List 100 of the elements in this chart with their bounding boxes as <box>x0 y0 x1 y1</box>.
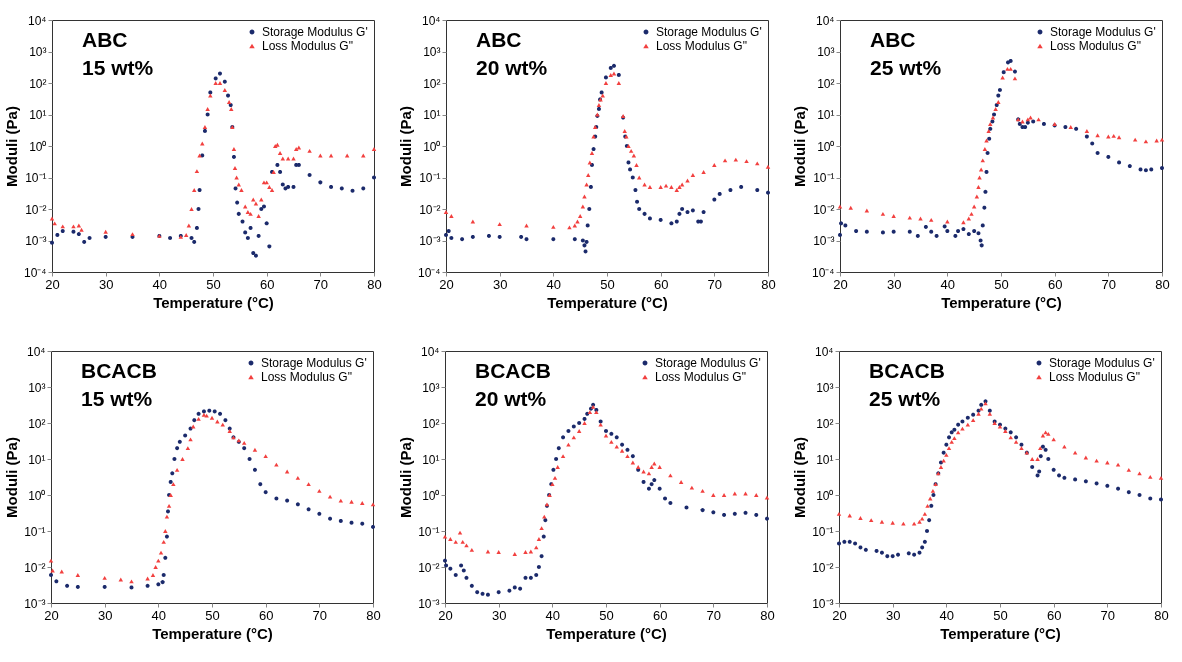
annotation: 15 wt% <box>81 387 153 410</box>
legend-label: Storage Modulus G' <box>262 25 368 39</box>
annotation: ABC <box>476 28 522 51</box>
x-tick-label: 50 <box>205 607 220 623</box>
y-tick-label: 10⁴ <box>815 13 835 28</box>
annotation: 25 wt% <box>870 56 942 79</box>
x-tick-label: 40 <box>152 276 168 292</box>
y-tick-label: 10² <box>816 416 834 431</box>
x-tick-label: 80 <box>1154 607 1169 623</box>
y-tick-label: 10³ <box>423 45 441 59</box>
y-tick-label: 10⁻¹ <box>24 524 46 539</box>
x-tick-label: 50 <box>599 607 614 623</box>
legend-label: Storage Modulus G' <box>656 25 762 39</box>
y-tick-label: 10⁻³ <box>813 234 835 248</box>
annotation: 20 wt% <box>475 387 547 410</box>
x-tick-label: 70 <box>312 607 328 623</box>
y-tick-label: 10² <box>422 416 440 431</box>
x-tick-label: 80 <box>761 276 776 292</box>
y-axis-title: Moduli (Pa) <box>3 106 20 187</box>
x-tick-label: 30 <box>885 607 901 623</box>
y-tick-label: 10⁰ <box>29 139 47 154</box>
y-tick-label: 10⁰ <box>28 488 46 503</box>
x-tick-label: 70 <box>1100 607 1116 623</box>
x-tick-label: 40 <box>545 607 561 623</box>
legend-label: Loss Modulus G" <box>261 370 352 384</box>
y-tick-label: 10⁻¹ <box>812 524 834 539</box>
annotation: 25 wt% <box>869 387 941 410</box>
y-tick-label: 10¹ <box>423 108 441 122</box>
legend-label: Storage Modulus G' <box>1050 25 1156 39</box>
x-tick-label: 60 <box>258 607 274 623</box>
y-tick-label: 10³ <box>29 45 47 59</box>
y-tick-label: 10¹ <box>422 452 440 467</box>
y-tick-label: 10⁻² <box>812 560 834 575</box>
x-axis-title: Temperature (°C) <box>941 293 1062 311</box>
x-tick-label: 80 <box>760 607 775 623</box>
y-tick-label: 10⁻⁴ <box>23 265 47 280</box>
y-tick-label: 10⁻³ <box>812 596 834 611</box>
x-tick-label: 40 <box>940 276 956 292</box>
y-tick-label: 10⁻² <box>25 202 47 217</box>
y-tick-label: 10⁻² <box>419 202 441 217</box>
x-tick-label: 80 <box>367 276 382 292</box>
x-tick-label: 50 <box>994 276 1009 292</box>
x-tick-label: 20 <box>833 276 848 292</box>
x-tick-label: 70 <box>707 276 723 292</box>
annotation: 20 wt% <box>476 56 548 79</box>
legend-label: Loss Modulus G" <box>262 39 353 53</box>
x-tick-label: 60 <box>259 276 275 292</box>
x-tick-label: 50 <box>600 276 615 292</box>
y-axis-title: Moduli (Pa) <box>397 437 415 518</box>
y-tick-label: 10⁰ <box>817 139 835 154</box>
annotation: 15 wt% <box>82 56 154 79</box>
y-tick-label: 10⁻³ <box>24 596 46 611</box>
y-axis-title: Moduli (Pa) <box>397 106 414 187</box>
x-tick-label: 30 <box>98 276 114 292</box>
annotation: BCACB <box>81 359 157 382</box>
x-tick-label: 50 <box>206 276 221 292</box>
x-axis-title: Temperature (°C) <box>152 624 273 642</box>
x-tick-label: 30 <box>492 276 508 292</box>
legend-label: Loss Modulus G" <box>1049 370 1140 384</box>
x-tick-label: 60 <box>652 607 668 623</box>
legend-label: Storage Modulus G' <box>1049 356 1155 370</box>
legend-label: Loss Modulus G" <box>655 370 746 384</box>
y-tick-label: 10¹ <box>29 108 47 122</box>
y-tick-label: 10⁴ <box>27 13 47 28</box>
y-tick-label: 10⁻⁴ <box>417 265 441 280</box>
y-tick-label: 10⁴ <box>421 13 441 28</box>
y-tick-label: 10⁻² <box>813 202 835 217</box>
y-tick-label: 10² <box>817 76 835 91</box>
y-tick-label: 10⁰ <box>423 139 441 154</box>
y-tick-label: 10² <box>423 76 441 91</box>
x-tick-label: 60 <box>653 276 669 292</box>
y-tick-label: 10⁻³ <box>418 596 440 611</box>
x-tick-label: 20 <box>439 276 454 292</box>
y-tick-label: 10⁻³ <box>419 234 441 248</box>
x-tick-label: 30 <box>491 607 507 623</box>
y-tick-label: 10¹ <box>816 452 834 467</box>
x-tick-label: 60 <box>1047 276 1063 292</box>
y-tick-label: 10⁻¹ <box>25 171 47 185</box>
annotation: ABC <box>82 28 128 51</box>
legend-label: Storage Modulus G' <box>655 356 761 370</box>
y-axis-title: Moduli (Pa) <box>3 437 21 518</box>
x-tick-label: 70 <box>313 276 329 292</box>
x-tick-label: 30 <box>886 276 902 292</box>
annotation: BCACB <box>475 359 551 382</box>
y-tick-label: 10³ <box>816 380 834 395</box>
x-tick-label: 80 <box>366 607 381 623</box>
x-axis-title: Temperature (°C) <box>153 293 274 311</box>
y-tick-label: 10³ <box>817 45 835 59</box>
legend-label: Loss Modulus G" <box>656 39 747 53</box>
y-axis-title: Moduli (Pa) <box>791 437 809 518</box>
y-tick-label: 10⁴ <box>420 344 440 359</box>
x-tick-label: 60 <box>1046 607 1062 623</box>
annotation: ABC <box>870 28 916 51</box>
x-axis-title: Temperature (°C) <box>546 624 667 642</box>
x-tick-label: 20 <box>438 607 453 623</box>
y-tick-label: 10⁰ <box>816 488 834 503</box>
y-tick-label: 10⁴ <box>26 344 46 359</box>
x-axis-title: Temperature (°C) <box>547 293 668 311</box>
x-tick-label: 50 <box>993 607 1008 623</box>
y-tick-label: 10⁻³ <box>25 234 47 248</box>
